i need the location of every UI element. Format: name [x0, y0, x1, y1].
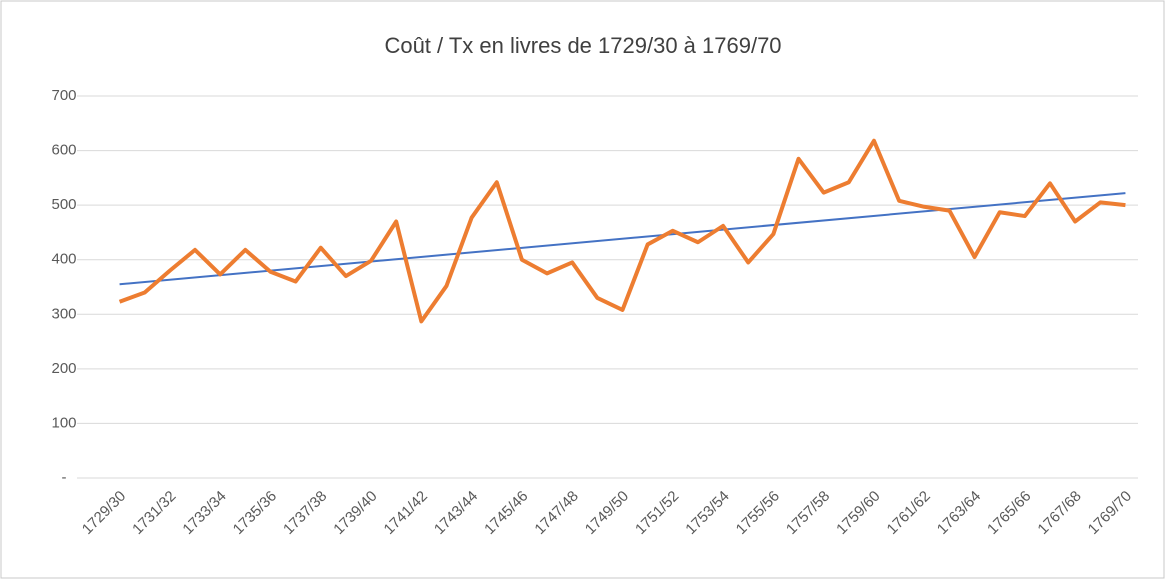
chart-title: Coût / Tx en livres de 1729/30 à 1769/70	[384, 33, 781, 58]
y-tick-label: 700	[51, 87, 76, 104]
y-tick-label: 200	[51, 360, 76, 377]
y-tick-label: -	[62, 469, 67, 486]
y-tick-label: 100	[51, 414, 76, 431]
data-line	[118, 138, 1126, 324]
y-tick-label: 600	[51, 142, 76, 159]
y-tick-label: 500	[51, 196, 76, 213]
y-tick-label: 400	[51, 251, 76, 268]
trend-line	[119, 192, 1126, 286]
y-tick-label: 300	[51, 305, 76, 322]
